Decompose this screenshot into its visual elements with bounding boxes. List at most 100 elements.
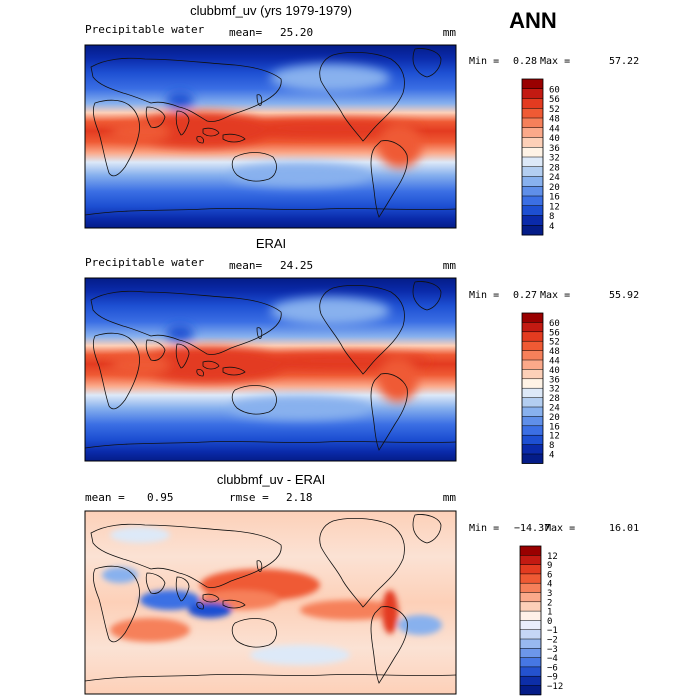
colorbar-swatch — [520, 639, 541, 649]
colorbar-swatch — [520, 583, 541, 593]
colorbar-label: 40 — [549, 366, 560, 376]
colorbar-swatch — [522, 127, 543, 138]
colorbar-label: 56 — [549, 95, 560, 105]
map-frame — [84, 510, 457, 695]
mean-label: mean= — [229, 259, 262, 272]
colorbar-swatch — [520, 666, 541, 677]
colorbar-label: 3 — [547, 589, 552, 599]
colorbar-swatch — [522, 350, 543, 361]
colorbar-label: −1 — [547, 626, 558, 636]
map-frame — [84, 277, 457, 462]
colorbar-swatch — [522, 454, 543, 464]
colorbar-label: 52 — [549, 338, 560, 348]
colorbar-label: 24 — [549, 404, 560, 414]
panel-diff: clubbmf_uv - ERAI mean = 0.95 rmse = 2.1… — [84, 472, 639, 696]
season-label: ANN — [509, 8, 557, 33]
rmse-label: rmse = — [229, 491, 269, 504]
panel-title: clubbmf_uv (yrs 1979-1979) — [190, 3, 352, 18]
max-label: Max = — [540, 290, 570, 301]
colorbar-label: −9 — [547, 673, 558, 683]
colorbar-label: 28 — [549, 163, 560, 173]
colorbar-label: 12 — [547, 552, 558, 562]
colorbar-swatch — [522, 79, 543, 90]
colorbar-label: 44 — [549, 357, 560, 367]
colorbar-label: 32 — [549, 154, 560, 164]
colorbar-label: 56 — [549, 328, 560, 338]
colorbar-swatch — [520, 546, 541, 556]
panel-model: clubbmf_uv (yrs 1979-1979) Precipitable … — [84, 3, 639, 236]
min-value: 0.28 — [513, 56, 537, 67]
colorbar-label: 40 — [549, 134, 560, 144]
panel-title: clubbmf_uv - ERAI — [217, 472, 325, 487]
colorbar-label: 1 — [547, 608, 552, 618]
colorbar-swatch — [522, 369, 543, 380]
variable-label: Precipitable water — [85, 256, 205, 269]
colorbar-label: −6 — [547, 663, 558, 673]
colorbar-swatch — [522, 186, 543, 197]
colorbar-swatch — [522, 388, 543, 398]
panel-title: ERAI — [256, 236, 286, 251]
mean-value: 0.95 — [147, 491, 174, 504]
colorbar-label: 6 — [547, 570, 552, 580]
colorbar-swatch — [522, 88, 543, 99]
mean-value: 25.20 — [280, 26, 313, 39]
colorbar-label: 60 — [549, 319, 560, 329]
colorbar-swatch — [522, 341, 543, 351]
colorbar-label: 44 — [549, 124, 560, 134]
map-frame — [84, 44, 457, 229]
min-value: 0.27 — [513, 290, 537, 301]
colorbar-label: 52 — [549, 105, 560, 115]
colorbar-swatch — [522, 425, 543, 436]
units-label: mm — [443, 26, 457, 39]
colorbar-swatch — [522, 166, 543, 177]
colorbar-label: 4 — [549, 222, 554, 232]
colorbar-swatch — [522, 98, 543, 109]
colorbar-label: 2 — [547, 598, 552, 608]
colorbar-swatch — [522, 331, 543, 342]
rmse-value: 2.18 — [286, 491, 313, 504]
colorbar-swatch — [522, 215, 543, 226]
colorbar-swatch — [520, 555, 541, 565]
colorbar-label: 32 — [549, 385, 560, 395]
colorbar-swatch — [520, 620, 541, 631]
colorbar-swatch — [520, 592, 541, 603]
colorbar-swatch — [522, 378, 543, 389]
colorbar-swatch — [522, 313, 543, 323]
min-label: Min = — [469, 56, 499, 67]
colorbar-swatch — [522, 407, 543, 417]
colorbar-swatch — [520, 573, 541, 584]
colorbar-label: 28 — [549, 394, 560, 404]
max-label: Max = — [540, 56, 570, 67]
mean-label: mean= — [229, 26, 262, 39]
colorbar-swatch — [520, 657, 541, 668]
panel-obs: ERAI Precipitable water mean= 24.25 mm M… — [84, 236, 639, 464]
colorbar-label: 12 — [549, 432, 560, 442]
colorbar-label: −12 — [547, 682, 563, 692]
colorbar-swatch — [522, 176, 543, 187]
colorbar-swatch — [522, 118, 543, 129]
colorbar-label: 36 — [549, 144, 560, 154]
max-value: 57.22 — [609, 56, 639, 67]
max-label: Max = — [545, 523, 575, 534]
colorbar-label: 9 — [547, 561, 552, 571]
colorbar-label: 16 — [549, 422, 560, 432]
colorbar-swatch — [522, 416, 543, 427]
map-field — [85, 45, 456, 228]
colorbar-label: −3 — [547, 645, 558, 655]
colorbar-swatch — [522, 435, 543, 445]
map-field — [85, 511, 456, 694]
variable-label: Precipitable water — [85, 23, 205, 36]
colorbar-swatch — [520, 601, 541, 612]
colorbar-swatch — [520, 564, 541, 575]
colorbar-swatch — [522, 397, 543, 408]
colorbar-swatch — [522, 225, 543, 236]
colorbar-label: 8 — [549, 212, 554, 222]
units-label: mm — [443, 491, 457, 504]
colorbar-label: 0 — [547, 617, 552, 627]
mean-label: mean = — [85, 491, 125, 504]
colorbar-label: 4 — [547, 580, 552, 590]
